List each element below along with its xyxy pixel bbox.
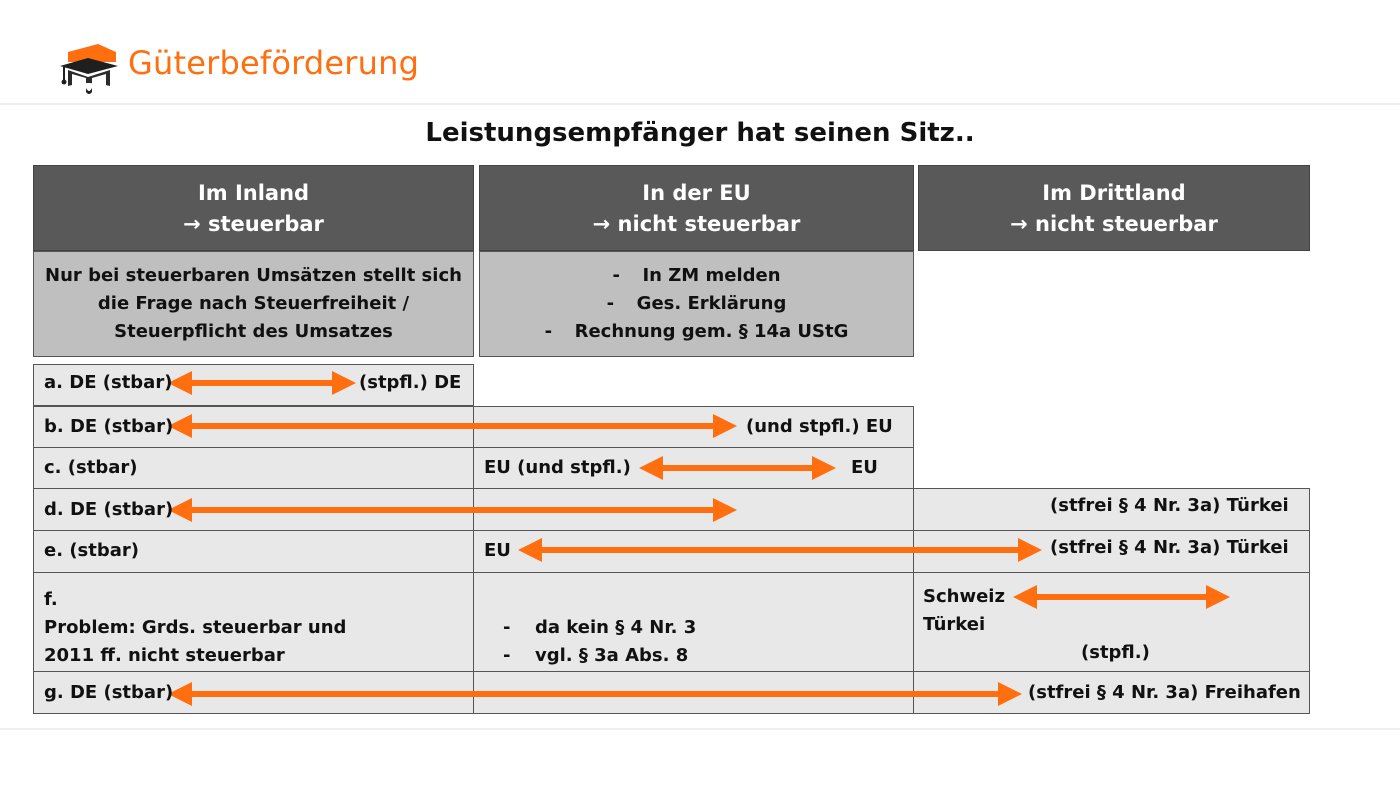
header-divider [0,103,1400,105]
row-g-right: (stfrei § 4 Nr. 3a) Freihafen [1028,682,1301,703]
row-e-cell-inland [33,530,474,573]
column-subtitle: → steuerbar [183,212,324,236]
slide-subtitle: Leistungsempfänger hat seinen Sitz.. [425,118,975,148]
row-e-mid-left: EU [484,540,511,561]
info-box-eu: In ZM melden Ges. Erklärung Rechnung gem… [479,251,914,357]
row-d-cell-drittland [913,488,1310,531]
row-e-right: (stfrei § 4 Nr. 3a) Türkei [1050,537,1289,558]
row-f-left-line: Problem: Grds. steuerbar und [44,617,347,638]
row-f-cell-inland [33,572,474,672]
info-line: die Frage nach Steuerfreiheit / [97,293,410,314]
graduation-cap-book-icon [60,44,118,94]
column-title: Im Inland [197,181,310,205]
row-f-left: f. Problem: Grds. steuerbar und 2011 ff.… [44,586,346,670]
row-f-mid-item: da kein § 4 Nr. 3 [503,614,696,642]
column-title: In der EU [642,181,751,205]
row-c-mid-left: EU (und stpfl.) [484,457,631,478]
row-e-left: e. (stbar) [44,540,139,561]
column-subtitle: → nicht steuerbar [1010,212,1218,236]
row-f-left-line: 2011 ff. nicht steuerbar [44,645,285,666]
row-f-mid: da kein § 4 Nr. 3 vgl. § 3a Abs. 8 [503,614,696,670]
row-b-left: b. DE (stbar) [44,416,174,437]
info-box-inland: Nur bei steuerbaren Umsätzen stellt sich… [33,251,474,357]
info-line: Nur bei steuerbaren Umsätzen stellt sich [45,265,462,286]
column-subtitle: → nicht steuerbar [592,212,801,236]
row-c-mid-right: EU [851,457,878,478]
row-c-left: c. (stbar) [44,457,138,478]
info-line: Steuerpflicht des Umsatzes [114,321,393,342]
row-f-left-line: f. [44,589,58,610]
info-list-item: In ZM melden [480,262,913,290]
row-a-right: (stpfl.) DE [359,372,462,393]
column-header-inland: Im Inland → steuerbar [33,165,474,251]
footer-divider [0,728,1400,730]
row-d-right: (stfrei § 4 Nr. 3a) Türkei [1050,495,1289,516]
row-f-mid-item: vgl. § 3a Abs. 8 [503,642,696,670]
info-list-item: Rechnung gem. § 14a UStG [480,318,913,346]
row-d-left: d. DE (stbar) [44,499,174,520]
row-f-right-2: Türkei [923,614,986,635]
row-g-left: g. DE (stbar) [44,682,174,703]
row-f-right-3: (stpfl.) [1081,642,1150,663]
info-list-item: Ges. Erklärung [480,290,913,318]
row-a-left: a. DE (stbar) [44,372,173,393]
column-title: Im Drittland [1042,181,1186,205]
row-b-right: (und stpfl.) EU [746,416,893,437]
column-header-eu: In der EU → nicht steuerbar [479,165,914,251]
column-header-drittland: Im Drittland → nicht steuerbar [918,165,1310,251]
row-f-right-1: Schweiz [923,586,1005,607]
page-title: Güterbeförderung [128,44,420,82]
